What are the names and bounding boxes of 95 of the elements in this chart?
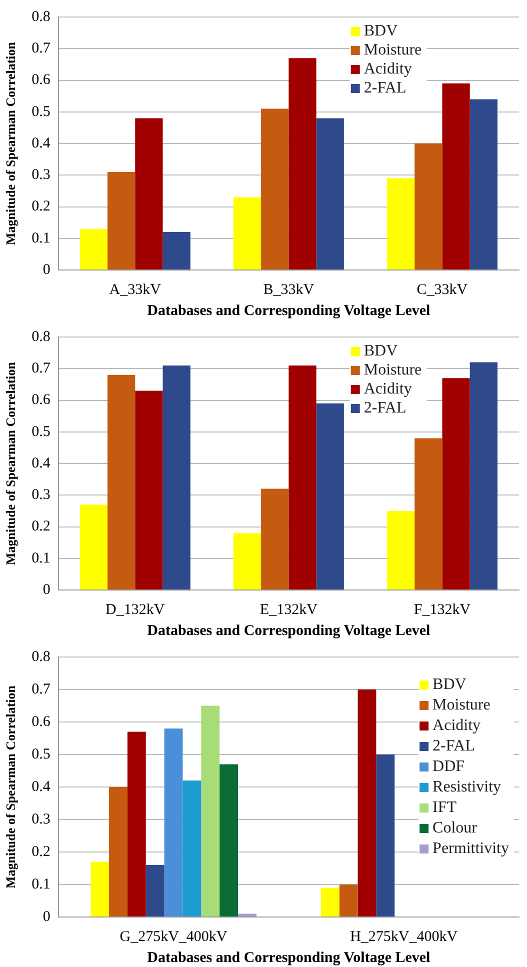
y-tick-label: 0.5	[32, 424, 50, 440]
y-tick-label: 0.1	[32, 876, 50, 892]
legend-label: Moisture	[364, 362, 422, 379]
y-axis-title: Magnitude of Spearman Correlation	[3, 361, 18, 566]
y-tick-label: 0.8	[32, 8, 50, 25]
legend-label: Acidity	[364, 380, 412, 398]
x-tick-label: B_33kV	[263, 282, 314, 298]
x-tick-label: G_275kV_400kV	[120, 928, 228, 945]
y-tick-label: 0	[42, 908, 50, 925]
bar	[109, 787, 128, 916]
bar	[182, 780, 202, 916]
x-tick-label: F_132kV	[414, 602, 471, 618]
y-tick-label: 0.2	[32, 844, 50, 860]
legend-label: BDV	[364, 22, 398, 40]
bar	[442, 378, 470, 590]
x-tick-label: D_132kV	[106, 602, 165, 618]
x-axis-title: Databases and Corresponding Voltage Level	[147, 622, 430, 639]
legend-label: 2-FAL	[364, 400, 406, 417]
bar	[470, 362, 498, 590]
legend-label: Moisture	[432, 696, 490, 714]
y-tick-label: 0.5	[32, 746, 50, 762]
bar	[288, 365, 316, 590]
legend-label: Acidity	[432, 717, 481, 734]
x-tick-label: A_33kV	[109, 282, 162, 298]
y-tick-label: 0.1	[32, 230, 50, 246]
legend-label: Permittivity	[432, 840, 510, 858]
bar	[470, 99, 498, 270]
y-tick-label: 0.4	[32, 778, 51, 795]
legend-label: BDV	[432, 676, 467, 694]
bar	[414, 438, 442, 590]
legend-label: IFT	[432, 799, 457, 816]
y-tick-label: 0.8	[32, 648, 50, 665]
y-tick-label: 0.6	[32, 714, 51, 730]
y-tick-label: 0.6	[32, 392, 51, 408]
legend-label: 2-FAL	[364, 80, 406, 97]
y-axis-title: Magnitude of Spearman Correlation	[3, 684, 18, 889]
y-tick-label: 0.7	[32, 681, 51, 698]
bar	[80, 228, 108, 270]
y-axis-title: Magnitude of Spearman Correlation	[3, 41, 18, 246]
bar	[386, 510, 415, 590]
bar	[288, 58, 316, 270]
bar	[261, 488, 289, 590]
x-tick-label: E_132kV	[260, 602, 318, 618]
legend-label: 2-FAL	[432, 738, 475, 755]
bar	[238, 914, 256, 916]
bar	[261, 108, 289, 270]
bar	[90, 862, 110, 916]
bar	[162, 365, 190, 590]
y-tick-label: 0.2	[32, 518, 50, 535]
bar	[233, 533, 262, 590]
bar	[320, 888, 340, 916]
bar	[107, 172, 136, 270]
legend-label: BDV	[364, 342, 398, 360]
bar	[162, 232, 190, 270]
bar	[386, 178, 415, 270]
bar	[164, 728, 183, 916]
y-tick-label: 0.8	[32, 328, 50, 345]
y-tick-label: 0.4	[32, 455, 51, 472]
legend-label: DDF	[432, 758, 465, 776]
y-tick-label: 0.1	[32, 550, 50, 566]
bar	[135, 118, 163, 270]
y-tick-label: 0	[42, 582, 50, 598]
bar	[358, 690, 376, 916]
y-tick-label: 0.3	[32, 167, 50, 184]
bar	[442, 83, 470, 270]
bar	[316, 118, 344, 270]
y-tick-label: 0.3	[32, 487, 50, 504]
bar	[135, 390, 163, 590]
bar	[201, 706, 220, 916]
bar	[146, 865, 164, 916]
y-tick-label: 0.2	[32, 198, 50, 215]
y-tick-label: 0.6	[32, 72, 51, 88]
bar	[80, 504, 108, 590]
bar	[316, 403, 344, 590]
bar	[376, 754, 395, 916]
y-tick-label: 0.7	[32, 40, 51, 57]
bar	[339, 884, 358, 916]
x-tick-label: H_275kV_400kV	[350, 928, 458, 945]
y-tick-label: 0.5	[32, 104, 50, 120]
legend-label: Acidity	[364, 60, 412, 78]
y-tick-label: 0.3	[32, 811, 50, 828]
bar	[107, 374, 136, 590]
x-tick-label: C_33kV	[416, 282, 468, 298]
bar	[233, 197, 262, 270]
bar	[220, 764, 238, 916]
legend-label: Resistivity	[432, 778, 502, 796]
y-tick-label: 0.4	[32, 135, 51, 152]
bar	[414, 144, 442, 270]
bar	[127, 732, 146, 916]
legend-label: Colour	[432, 820, 478, 837]
x-axis-title: Databases and Corresponding Voltage Level	[147, 950, 430, 966]
y-tick-label: 0.7	[32, 360, 51, 377]
y-tick-label: 0	[42, 262, 50, 278]
x-axis-title: Databases and Corresponding Voltage Level	[147, 302, 430, 319]
legend-label: Moisture	[364, 42, 422, 59]
